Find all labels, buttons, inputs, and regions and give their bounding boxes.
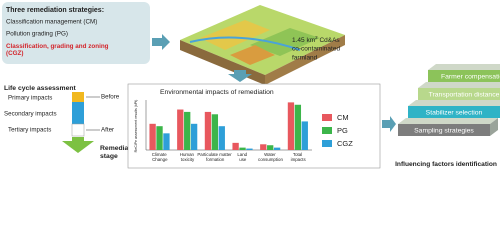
bar bbox=[211, 114, 219, 150]
x-tick-label: Total impacts bbox=[291, 152, 307, 162]
arrow bbox=[228, 70, 252, 82]
legend-label: CGZ bbox=[337, 139, 353, 148]
site-unit: 2 bbox=[315, 35, 318, 40]
step-label: Sampling strategies bbox=[414, 127, 474, 134]
site-label: 1.45 km2 Cd&As bbox=[292, 35, 340, 44]
x-tick-label: Particulate matter formation bbox=[197, 152, 233, 162]
step-label: Transportation distance bbox=[429, 91, 500, 98]
step bbox=[428, 70, 500, 82]
bar bbox=[232, 142, 239, 150]
legend-swatch bbox=[322, 127, 332, 134]
lca-segment bbox=[72, 92, 84, 102]
lca-segment bbox=[72, 102, 84, 124]
arrow bbox=[152, 34, 170, 50]
y-axis-label: ReCiPe assessment results (kPt) bbox=[134, 100, 138, 153]
legend-label: CM bbox=[337, 113, 349, 122]
bar bbox=[301, 121, 308, 150]
before-label: Before bbox=[101, 94, 120, 101]
step bbox=[398, 124, 490, 136]
arrow bbox=[382, 116, 396, 132]
stage-label: Remediation stage bbox=[100, 145, 143, 160]
x-tick-label: Land use bbox=[237, 152, 248, 162]
bar bbox=[260, 144, 267, 150]
step-top bbox=[398, 118, 498, 124]
site-area: 1.45 km bbox=[292, 37, 315, 44]
step-label: Farmer compensation bbox=[441, 73, 500, 80]
step-label: Stabilizer selection bbox=[426, 109, 483, 116]
bar bbox=[239, 147, 246, 150]
bar bbox=[246, 148, 253, 150]
after-label: After bbox=[101, 127, 114, 134]
chart-frame bbox=[127, 83, 381, 169]
lca-level: Primary impacts bbox=[8, 95, 52, 102]
legend-label: PG bbox=[337, 126, 348, 135]
step-top bbox=[408, 100, 500, 106]
bar bbox=[204, 111, 212, 150]
strategy-box bbox=[2, 2, 150, 64]
bar bbox=[149, 123, 156, 150]
bar bbox=[273, 147, 281, 150]
strategy-item: Classification, grading and zoning (CGZ) bbox=[6, 43, 110, 57]
site-label: farmland bbox=[292, 55, 318, 62]
lca-level: Secondary impacts bbox=[4, 111, 57, 118]
bar bbox=[156, 126, 163, 150]
chart-title: Environmental impacts of remediation bbox=[160, 89, 274, 96]
bar bbox=[294, 104, 302, 150]
legend-swatch bbox=[322, 140, 332, 147]
lca-title: Life cycle assessment bbox=[4, 85, 77, 92]
legend-swatch bbox=[322, 114, 332, 121]
lca-segment bbox=[71, 123, 85, 137]
strategy-item: Pollution grading (PG) bbox=[6, 31, 68, 38]
step bbox=[418, 88, 500, 100]
arrow bbox=[62, 137, 94, 153]
bar bbox=[184, 111, 191, 150]
bar bbox=[267, 145, 274, 150]
x-tick-label: Human toxicity bbox=[180, 152, 195, 162]
step-side bbox=[490, 118, 498, 136]
strategy-item: Classification management (CM) bbox=[6, 19, 97, 26]
site-label: co-contaminated bbox=[292, 46, 340, 53]
step bbox=[408, 106, 500, 118]
bar bbox=[218, 126, 225, 150]
factors-caption: Influencing factors identification bbox=[395, 161, 497, 168]
strategy-title: Three remediation strategies: bbox=[6, 7, 104, 14]
site-label-rest: Cd&As bbox=[318, 37, 341, 44]
bar bbox=[287, 102, 295, 150]
bar bbox=[190, 123, 198, 150]
graphical-abstract: Three remediation strategies: Classifica… bbox=[2, 2, 500, 169]
bar bbox=[177, 109, 184, 150]
x-tick-label: Water consumption bbox=[258, 152, 283, 162]
lca-level: Tertiary impacts bbox=[8, 127, 51, 134]
x-tick-label: Climate Change bbox=[152, 152, 168, 162]
bar bbox=[163, 133, 170, 150]
step-top bbox=[428, 64, 500, 70]
step-top bbox=[418, 82, 500, 88]
